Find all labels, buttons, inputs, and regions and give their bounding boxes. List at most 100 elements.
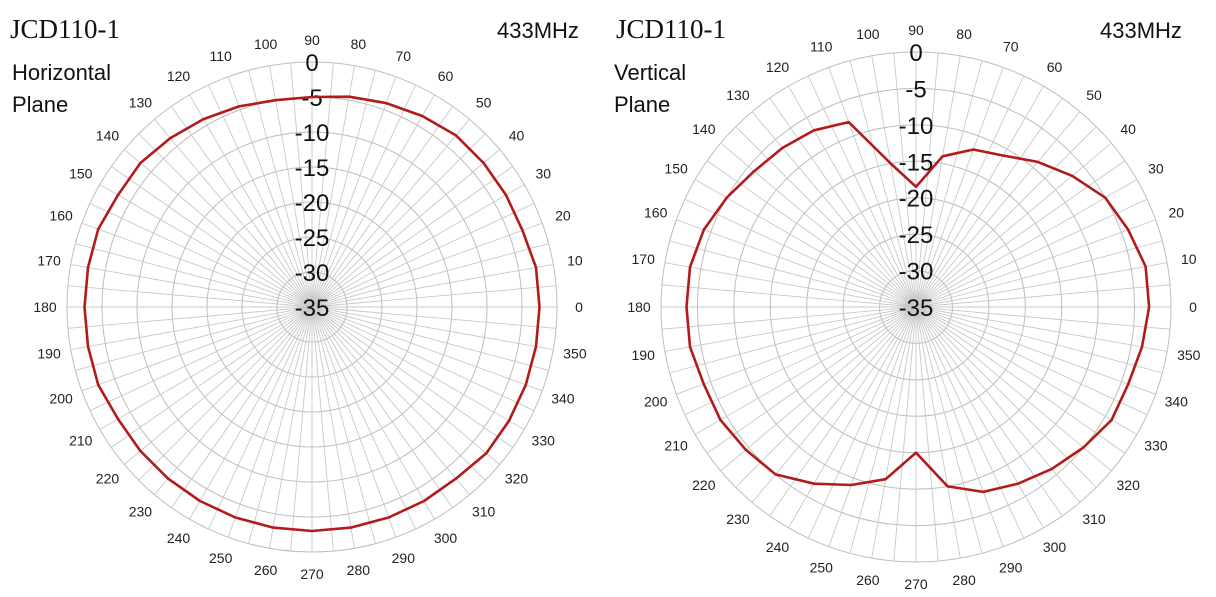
grid-spoke: [311, 119, 470, 308]
grid-spoke: [311, 306, 549, 371]
grid-spoke: [915, 67, 1004, 308]
grid-spoke: [807, 306, 917, 539]
grid-spoke: [189, 306, 313, 520]
angle-tick-label: 340: [551, 390, 575, 406]
frequency-label: 433MHz: [497, 18, 579, 43]
grid-spoke: [269, 65, 313, 308]
grid-spoke: [311, 306, 435, 520]
polar-plot-vertical: JCD110-1 433MHz Vertical Plane 0 10 20 30 40…: [614, 14, 1201, 592]
grid-spoke: [311, 306, 543, 392]
grid-spoke: [915, 306, 1126, 454]
angle-tick-label: 50: [476, 94, 492, 110]
angle-tick-label: 140: [692, 121, 716, 137]
grid-spoke: [311, 306, 397, 538]
angle-tick-label: 0: [575, 299, 583, 315]
grid-spoke: [311, 306, 334, 552]
grid-spoke: [248, 306, 313, 544]
angle-tick-label: 350: [1177, 347, 1201, 363]
radial-tick-label: -5: [301, 85, 322, 112]
grid-spoke: [828, 67, 917, 308]
angle-tick-label: 190: [632, 347, 656, 363]
angle-tick-label: 340: [1165, 394, 1189, 410]
grid-spoke: [720, 306, 917, 472]
angle-tick-label: 330: [1144, 438, 1168, 454]
radiation-pattern-trace: [685, 120, 1151, 494]
angle-tick-labels: 0 10 20 30 40 50 60 70 80 90 100 110 120 130 140 150 160…: [627, 22, 1200, 592]
grid-spoke: [81, 222, 313, 308]
grid-spoke: [75, 306, 313, 371]
grid-spoke: [70, 306, 313, 350]
grid-spoke: [269, 306, 313, 549]
radial-tick-label: 0: [305, 50, 318, 77]
angle-tick-label: 40: [509, 127, 525, 143]
grid-spoke: [706, 306, 917, 454]
grid-spoke: [311, 306, 355, 549]
angle-tick-label: 220: [692, 477, 716, 493]
grid-spoke: [915, 126, 1097, 308]
grid-spoke: [669, 240, 917, 308]
grid-spoke: [769, 306, 917, 517]
grid-spoke: [154, 119, 313, 308]
angle-tick-label: 290: [392, 550, 416, 566]
angle-tick-labels: 0 10 20 30 40 50 60 70 80 90 100 110 120 130 140 150 160…: [33, 32, 587, 582]
angle-tick-label: 170: [632, 251, 656, 267]
angle-tick-label: 100: [254, 36, 278, 52]
angle-tick-label: 230: [726, 511, 750, 527]
radial-tick-label: -35: [899, 295, 934, 322]
grid-spoke: [915, 160, 1126, 308]
grid-spoke: [915, 179, 1138, 308]
grid-spoke: [311, 306, 535, 411]
grid-spoke: [189, 94, 313, 308]
grid-spoke: [311, 306, 554, 350]
plane-label-line1: Horizontal: [12, 60, 111, 85]
radial-tick-label: -25: [899, 222, 934, 249]
angle-tick-label: 60: [438, 68, 454, 84]
angle-tick-label: 230: [129, 504, 153, 520]
grid-spoke: [788, 85, 917, 308]
grid-spoke: [915, 306, 1168, 352]
grid-spoke: [915, 306, 1138, 435]
angle-tick-label: 180: [33, 299, 57, 315]
angle-tick-label: 160: [49, 208, 73, 224]
angle-tick-label: 220: [96, 471, 120, 487]
grid-spoke: [706, 160, 917, 308]
grid-spoke: [311, 306, 500, 465]
angle-tick-label: 100: [856, 26, 880, 42]
grid-spoke: [915, 306, 983, 554]
grid-spoke: [290, 62, 313, 308]
angle-tick-label: 120: [167, 68, 191, 84]
angle-tick-label: 20: [555, 208, 571, 224]
radial-tick-label: -5: [905, 76, 926, 103]
grid-spoke: [915, 52, 939, 308]
grid-spoke: [915, 85, 1044, 308]
grid-spoke: [915, 198, 1148, 308]
grid-spoke: [70, 264, 313, 308]
grid-spoke: [915, 306, 1025, 539]
grid-spoke: [208, 84, 313, 308]
grid-spoke: [915, 306, 1112, 472]
grid-spoke: [676, 219, 917, 308]
plane-label-line2: Plane: [614, 92, 670, 117]
grid-spoke: [915, 306, 1004, 547]
frequency-label: 433MHz: [1100, 18, 1182, 43]
angle-tick-label: 30: [1148, 161, 1164, 177]
grid-spoke: [124, 149, 313, 308]
grid-spoke: [915, 75, 1025, 308]
grid-spoke: [311, 94, 435, 308]
grid-spoke: [664, 306, 917, 352]
grid-spoke: [311, 306, 376, 544]
grid-spoke: [915, 60, 983, 308]
grid-spoke: [915, 55, 961, 308]
radial-tick-label: -15: [295, 155, 330, 182]
grid-spoke: [248, 70, 313, 308]
grid-spoke: [735, 306, 917, 488]
grid-spoke: [311, 306, 513, 448]
angle-tick-label: 120: [766, 59, 790, 75]
grid-spoke: [311, 222, 543, 308]
grid-spoke: [893, 52, 917, 308]
grid-spoke: [849, 306, 917, 554]
angle-tick-label: 210: [664, 438, 688, 454]
angle-tick-label: 240: [167, 530, 191, 546]
radial-tick-label: -30: [295, 260, 330, 287]
